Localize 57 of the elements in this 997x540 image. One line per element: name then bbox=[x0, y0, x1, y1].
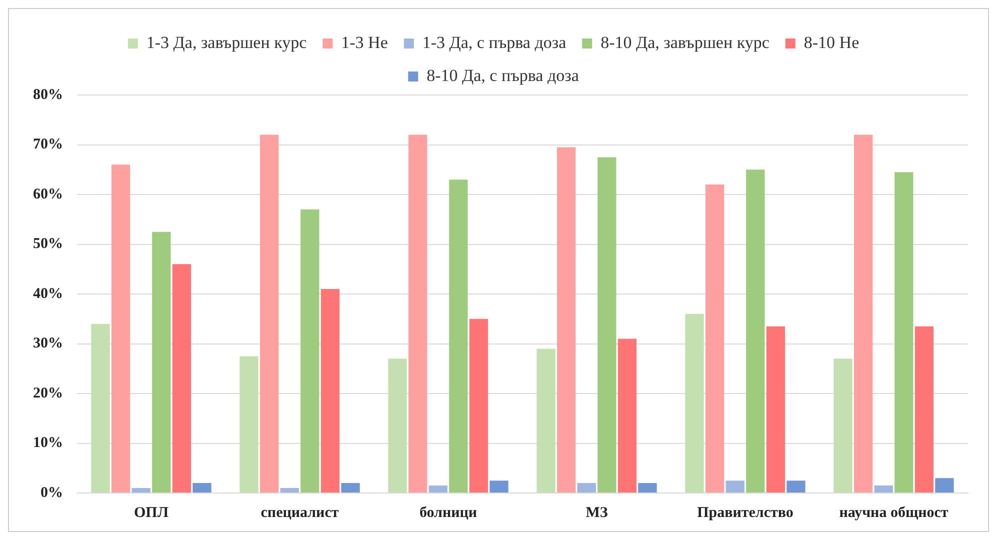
y-tick-label: 0% bbox=[40, 484, 63, 501]
bar bbox=[935, 478, 954, 492]
bar bbox=[428, 486, 448, 492]
bar bbox=[280, 488, 299, 492]
legend-label: 8-10 Да, завършен курс bbox=[600, 32, 770, 52]
bar bbox=[91, 324, 110, 492]
x-tick-label: специалист bbox=[260, 504, 340, 521]
bar bbox=[260, 134, 279, 492]
bar bbox=[914, 326, 934, 492]
bar bbox=[192, 483, 212, 492]
bar bbox=[726, 480, 744, 492]
bar bbox=[449, 180, 468, 492]
y-tick-label: 10% bbox=[33, 435, 63, 452]
bar bbox=[685, 314, 704, 492]
bar bbox=[408, 134, 428, 492]
legend-label: 1-3 Не bbox=[341, 32, 388, 52]
bar bbox=[469, 318, 488, 492]
y-tick-label: 50% bbox=[33, 236, 63, 252]
bar bbox=[618, 338, 637, 492]
bar bbox=[172, 264, 192, 492]
y-tick-label: 40% bbox=[33, 286, 63, 302]
x-tick-label: ОПЛ bbox=[134, 504, 169, 521]
bar bbox=[111, 164, 130, 492]
bar bbox=[388, 358, 407, 492]
x-tick-label: научна общност bbox=[839, 504, 949, 521]
bar bbox=[577, 483, 596, 492]
bar bbox=[786, 480, 806, 492]
bar bbox=[132, 488, 150, 492]
legend-label: 8-10 Не bbox=[804, 32, 860, 52]
bar bbox=[556, 147, 576, 492]
bar bbox=[766, 326, 786, 492]
bar bbox=[598, 157, 616, 492]
bar bbox=[152, 232, 171, 492]
bar bbox=[834, 358, 852, 492]
bar bbox=[240, 356, 258, 492]
bar bbox=[300, 209, 320, 492]
bar bbox=[854, 134, 873, 492]
bar bbox=[874, 486, 893, 492]
bar bbox=[638, 483, 657, 492]
bar bbox=[341, 483, 360, 492]
bar bbox=[490, 480, 508, 492]
legend-label: 1-3 Да, завършен курс bbox=[146, 32, 308, 52]
y-tick-label: 80% bbox=[33, 86, 63, 103]
bar bbox=[536, 348, 556, 492]
legend-label: 1-3 Да, с първа доза bbox=[422, 32, 567, 52]
y-tick-label: 70% bbox=[33, 136, 63, 153]
x-tick-label: Правителство bbox=[697, 504, 794, 521]
y-tick-label: 60% bbox=[33, 186, 63, 202]
bar bbox=[894, 172, 914, 492]
x-tick-label: МЗ bbox=[586, 504, 608, 521]
x-tick-label: болници bbox=[419, 504, 478, 521]
y-tick-label: 30% bbox=[33, 336, 63, 352]
bar bbox=[705, 184, 724, 492]
legend-label: 8-10 Да, с първа доза bbox=[426, 66, 580, 85]
bar bbox=[746, 170, 765, 492]
y-tick-label: 20% bbox=[33, 385, 63, 402]
bar bbox=[320, 289, 340, 492]
